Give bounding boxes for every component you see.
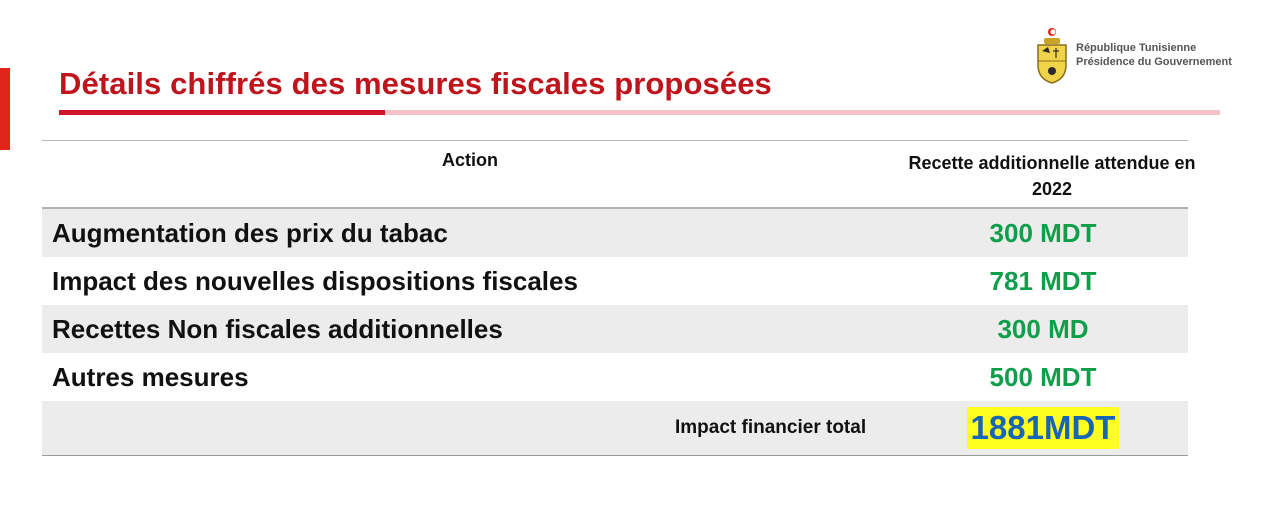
- table-row: Augmentation des prix du tabac 300 MDT: [42, 209, 1188, 257]
- left-accent-bar: [0, 68, 10, 150]
- tunisia-coat-of-arms-icon: [1037, 28, 1067, 84]
- institution-name: République Tunisienne Présidence du Gouv…: [1076, 41, 1232, 69]
- institution-line-1: République Tunisienne: [1076, 42, 1197, 54]
- table-bottom-rule: [42, 455, 1188, 456]
- row-value: 781 MDT: [989, 266, 1097, 296]
- row-value: 300 MDT: [989, 218, 1097, 248]
- title-underline-accent: [59, 110, 385, 115]
- slide-title: Détails chiffrés des mesures fiscales pr…: [59, 66, 772, 101]
- column-header-action: Action: [442, 150, 498, 170]
- row-value: 500 MDT: [989, 362, 1097, 392]
- row-action: Autres mesures: [52, 362, 249, 392]
- table-header-rule: [42, 207, 1188, 209]
- row-value: 300 MD: [997, 314, 1089, 344]
- title-underline: [59, 110, 1220, 115]
- row-action: Augmentation des prix du tabac: [52, 218, 448, 248]
- total-value: 1881MDT: [967, 407, 1119, 449]
- table-row: Autres mesures 500 MDT: [42, 353, 1188, 401]
- table-total-row: Impact financier total 1881MDT: [42, 401, 1188, 455]
- total-label: Impact financier total: [675, 417, 867, 438]
- table-top-rule: [42, 140, 1188, 141]
- table-row: Impact des nouvelles dispositions fiscal…: [42, 257, 1188, 305]
- row-action: Impact des nouvelles dispositions fiscal…: [52, 266, 578, 296]
- column-header-recette: Recette additionnelle attendue en 2022: [908, 153, 1196, 199]
- table-row: Recettes Non fiscales additionnelles 300…: [42, 305, 1188, 353]
- row-action: Recettes Non fiscales additionnelles: [52, 314, 503, 344]
- fiscal-measures-table: Action Recette additionnelle attendue en…: [42, 140, 1196, 456]
- institution-line-2: Présidence du Gouvernement: [1076, 56, 1232, 68]
- table-header: Action Recette additionnelle attendue en…: [42, 141, 1196, 207]
